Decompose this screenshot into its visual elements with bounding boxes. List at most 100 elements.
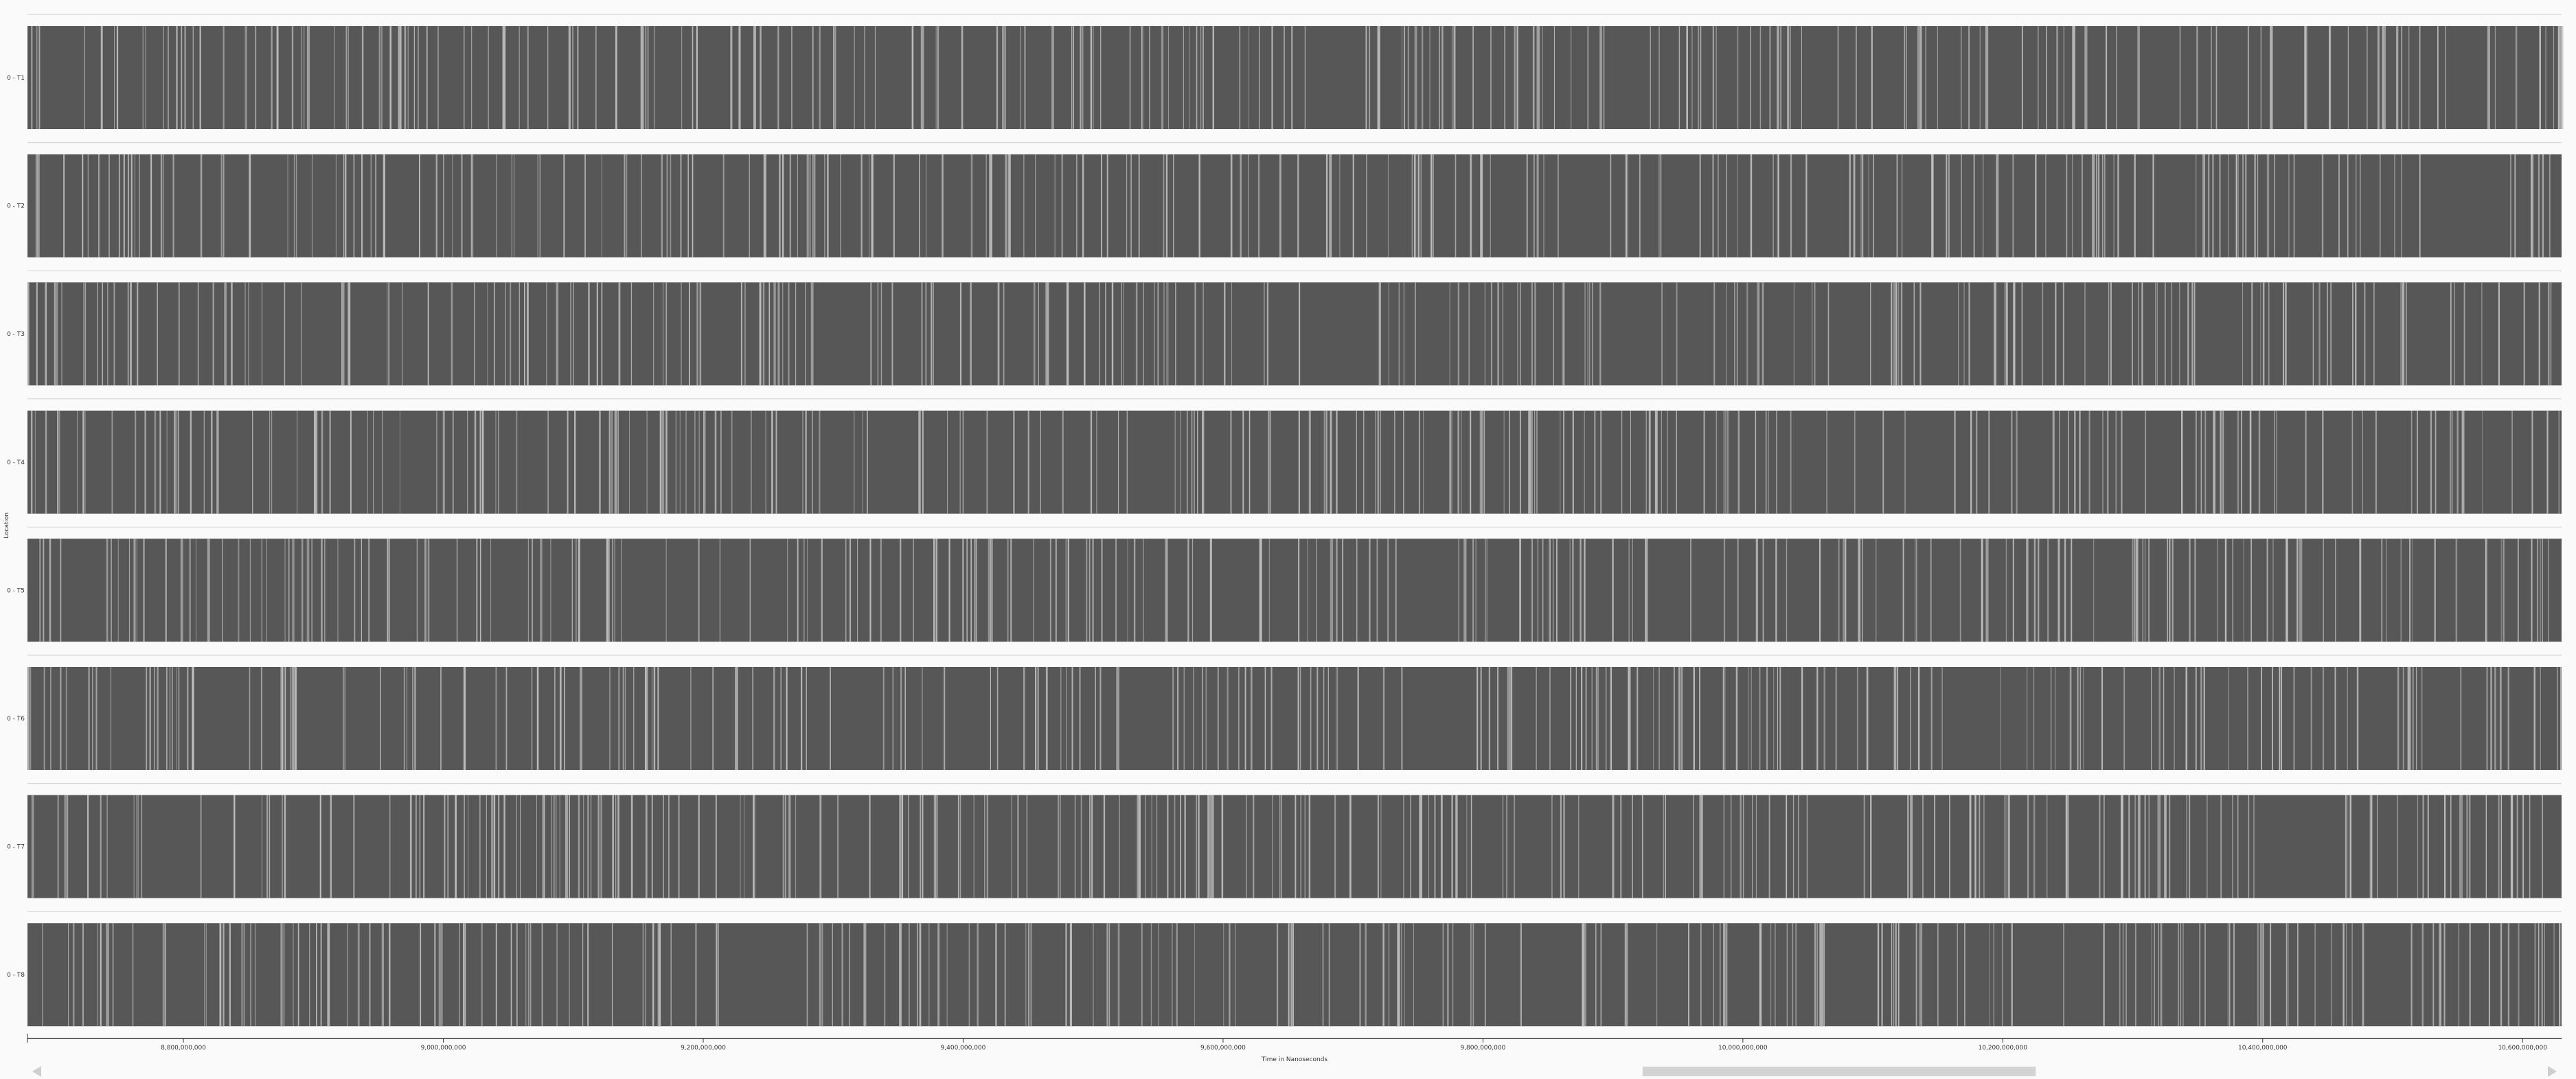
row-gap bbox=[145, 26, 146, 129]
row-gap bbox=[2270, 923, 2271, 1027]
row-gap bbox=[117, 538, 119, 642]
row-gap bbox=[2115, 410, 2117, 514]
row-gap bbox=[869, 538, 871, 642]
row-gap bbox=[206, 923, 207, 1027]
row-gap bbox=[1536, 410, 1538, 514]
row-gap bbox=[1156, 795, 1158, 898]
row-gap bbox=[919, 410, 921, 514]
row-gap bbox=[606, 538, 610, 642]
row-gap bbox=[970, 282, 972, 386]
row-bar[interactable] bbox=[27, 26, 2562, 129]
row-gap bbox=[1769, 26, 1771, 129]
row-gap bbox=[1988, 410, 1990, 514]
row-gap bbox=[1461, 410, 1462, 514]
row-gap bbox=[1224, 282, 1226, 386]
row-gap bbox=[1624, 923, 1627, 1027]
row-gap bbox=[315, 410, 317, 514]
row-gap bbox=[1004, 26, 1006, 129]
row-gap bbox=[1849, 154, 1851, 258]
row-gap bbox=[2283, 282, 2285, 386]
row-gap bbox=[1735, 667, 1738, 770]
triangle-left-icon[interactable] bbox=[32, 1066, 41, 1077]
x-axis: 8,800,000,000 9,000,000,000 9,200,000,000 9… bbox=[27, 1034, 2562, 1063]
row-bar[interactable] bbox=[27, 795, 2562, 898]
row-gap bbox=[192, 26, 194, 129]
row-gap bbox=[2369, 795, 2371, 898]
row-gap bbox=[2500, 923, 2503, 1027]
row-gap bbox=[2482, 410, 2483, 514]
row-gap bbox=[220, 154, 223, 258]
row-gap bbox=[564, 667, 565, 770]
row-gap bbox=[1447, 923, 1449, 1027]
row-gap bbox=[154, 667, 155, 770]
row-gap bbox=[1645, 538, 1648, 642]
row-gap bbox=[382, 410, 383, 514]
row-gap bbox=[2305, 410, 2307, 514]
scrollbar-track[interactable] bbox=[27, 1065, 2562, 1078]
row-bar[interactable] bbox=[27, 154, 2562, 258]
row-gap bbox=[1557, 154, 1559, 258]
row-gap bbox=[2430, 410, 2432, 514]
row-gap bbox=[2500, 795, 2503, 898]
row-gap bbox=[2007, 795, 2009, 898]
x-tick-label: 10,200,000,000 bbox=[1979, 1045, 2028, 1052]
row-gap bbox=[2237, 795, 2239, 898]
row-gap bbox=[1297, 667, 1299, 770]
row-bar[interactable] bbox=[27, 923, 2562, 1027]
row-gap bbox=[990, 538, 992, 642]
row-gap bbox=[752, 667, 753, 770]
row-gap bbox=[2229, 923, 2231, 1027]
row-gap bbox=[1472, 26, 1474, 129]
row-gap bbox=[1673, 667, 1675, 770]
row-gap bbox=[1090, 26, 1092, 129]
row-gap bbox=[291, 26, 294, 129]
row-gap bbox=[970, 154, 973, 258]
row-gap bbox=[2329, 282, 2332, 386]
row-gap bbox=[1086, 538, 1088, 642]
row-gap bbox=[2055, 282, 2057, 386]
row-gap bbox=[1592, 282, 1593, 386]
scrollbar-thumb[interactable] bbox=[1642, 1067, 2036, 1076]
row-gap bbox=[45, 410, 47, 514]
row-gap bbox=[244, 282, 246, 386]
row-gap bbox=[1985, 538, 1987, 642]
row-gap bbox=[2546, 410, 2549, 514]
row-gap bbox=[223, 923, 225, 1027]
row-gap bbox=[207, 538, 210, 642]
row-gap bbox=[2352, 282, 2353, 386]
row-gap bbox=[651, 795, 653, 898]
row-gap bbox=[1792, 923, 1794, 1027]
row-gap bbox=[527, 538, 529, 642]
row-gap bbox=[2075, 410, 2076, 514]
row-bar[interactable] bbox=[27, 667, 2562, 770]
row-gap bbox=[1051, 26, 1054, 129]
row-gap bbox=[1968, 26, 1970, 129]
row-gap bbox=[1563, 410, 1564, 514]
row-gap bbox=[2268, 282, 2270, 386]
row-gap bbox=[944, 667, 946, 770]
row-bar[interactable] bbox=[27, 282, 2562, 386]
row-gap bbox=[293, 923, 294, 1027]
row-gap bbox=[1067, 538, 1069, 642]
row-gap bbox=[2507, 923, 2510, 1027]
row-bar[interactable] bbox=[27, 410, 2562, 514]
row-gap bbox=[43, 667, 45, 770]
row-gap bbox=[2485, 795, 2487, 898]
row-bar[interactable] bbox=[27, 538, 2562, 642]
horizontal-scrollbar[interactable] bbox=[27, 1065, 2562, 1078]
row-gap bbox=[1858, 538, 1860, 642]
triangle-right-icon[interactable] bbox=[2548, 1066, 2557, 1077]
row-gap bbox=[343, 282, 345, 386]
row-gap bbox=[1777, 667, 1779, 770]
row-gap bbox=[948, 538, 950, 642]
row-gap bbox=[1009, 154, 1011, 258]
row-gap bbox=[292, 538, 295, 642]
row-gap bbox=[860, 154, 863, 258]
row-gap bbox=[2222, 410, 2224, 514]
row-gap bbox=[354, 538, 356, 642]
row-gap bbox=[1759, 667, 1761, 770]
row-gap bbox=[375, 154, 377, 258]
row-gap bbox=[678, 795, 680, 898]
row-gap bbox=[1630, 410, 1632, 514]
row-gap bbox=[779, 154, 781, 258]
